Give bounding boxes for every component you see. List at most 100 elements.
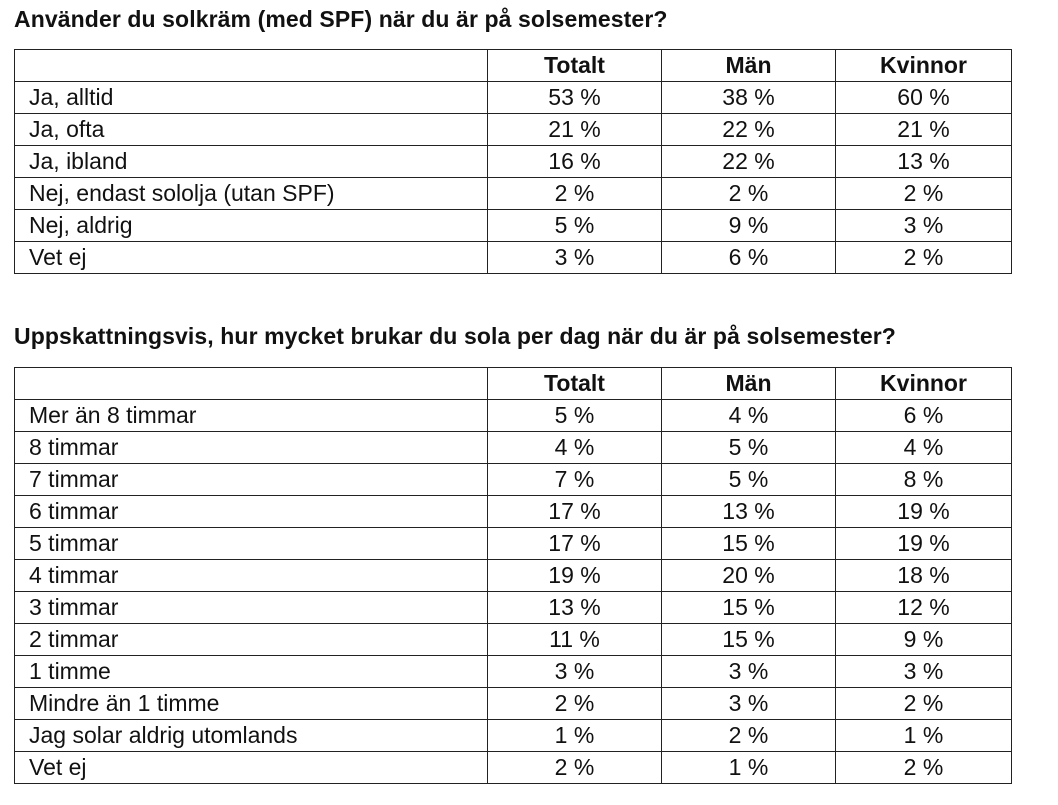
value-kvinnor: 21 % xyxy=(835,113,1012,146)
table-row: Vet ej 3 % 6 % 2 % xyxy=(14,241,1012,274)
value-totalt: 53 % xyxy=(487,81,662,114)
value-totalt: 21 % xyxy=(487,113,662,146)
value-totalt: 5 % xyxy=(487,209,662,242)
value-kvinnor: 9 % xyxy=(835,623,1012,656)
value-kvinnor: 2 % xyxy=(835,241,1012,274)
value-man: 15 % xyxy=(661,527,836,560)
value-kvinnor: 2 % xyxy=(835,177,1012,210)
table-row: Ja, alltid 53 % 38 % 60 % xyxy=(14,81,1012,114)
table-header: Totalt Män Kvinnor xyxy=(14,49,1012,82)
header-cell-label xyxy=(14,49,488,82)
row-label: 8 timmar xyxy=(14,431,488,464)
value-man: 1 % xyxy=(661,751,836,784)
header-cell-man: Män xyxy=(661,49,836,82)
table-header: Totalt Män Kvinnor xyxy=(14,367,1012,400)
header-cell-label xyxy=(14,367,488,400)
value-totalt: 17 % xyxy=(487,495,662,528)
table-row: 4 timmar 19 % 20 % 18 % xyxy=(14,559,1012,592)
value-kvinnor: 1 % xyxy=(835,719,1012,752)
header-cell-kvinnor: Kvinnor xyxy=(835,49,1012,82)
table-row: 8 timmar 4 % 5 % 4 % xyxy=(14,431,1012,464)
row-label: Nej, endast sololja (utan SPF) xyxy=(14,177,488,210)
table-row: Mindre än 1 timme 2 % 3 % 2 % xyxy=(14,687,1012,720)
value-totalt: 7 % xyxy=(487,463,662,496)
value-man: 13 % xyxy=(661,495,836,528)
table-row: Mer än 8 timmar 5 % 4 % 6 % xyxy=(14,399,1012,432)
value-kvinnor: 13 % xyxy=(835,145,1012,178)
value-man: 2 % xyxy=(661,177,836,210)
table-body: Ja, alltid 53 % 38 % 60 % Ja, ofta 21 % 22 % 21… xyxy=(14,81,1012,274)
value-man: 5 % xyxy=(661,431,836,464)
value-totalt: 4 % xyxy=(487,431,662,464)
value-man: 9 % xyxy=(661,209,836,242)
header-cell-totalt: Totalt xyxy=(487,49,662,82)
table-body: Mer än 8 timmar 5 % 4 % 6 % 8 timmar 4 % 5 % 4 … xyxy=(14,399,1012,784)
value-kvinnor: 19 % xyxy=(835,495,1012,528)
value-totalt: 3 % xyxy=(487,241,662,274)
value-kvinnor: 4 % xyxy=(835,431,1012,464)
question-heading-sunscreen: Använder du solkräm (med SPF) när du är … xyxy=(14,6,668,32)
value-kvinnor: 6 % xyxy=(835,399,1012,432)
table-row: 1 timme 3 % 3 % 3 % xyxy=(14,655,1012,688)
row-label: Vet ej xyxy=(14,241,488,274)
value-kvinnor: 8 % xyxy=(835,463,1012,496)
table-row: 3 timmar 13 % 15 % 12 % xyxy=(14,591,1012,624)
table-row: Vet ej 2 % 1 % 2 % xyxy=(14,751,1012,784)
row-label: 6 timmar xyxy=(14,495,488,528)
value-kvinnor: 3 % xyxy=(835,655,1012,688)
value-kvinnor: 18 % xyxy=(835,559,1012,592)
value-man: 4 % xyxy=(661,399,836,432)
value-man: 5 % xyxy=(661,463,836,496)
value-man: 6 % xyxy=(661,241,836,274)
table-row: 7 timmar 7 % 5 % 8 % xyxy=(14,463,1012,496)
table-row: 2 timmar 11 % 15 % 9 % xyxy=(14,623,1012,656)
row-label: Ja, ibland xyxy=(14,145,488,178)
table-row: Jag solar aldrig utomlands 1 % 2 % 1 % xyxy=(14,719,1012,752)
value-totalt: 11 % xyxy=(487,623,662,656)
table-row: Ja, ofta 21 % 22 % 21 % xyxy=(14,113,1012,146)
table-row: Nej, endast sololja (utan SPF) 2 % 2 % 2 % xyxy=(14,177,1012,210)
value-man: 22 % xyxy=(661,145,836,178)
row-label: Nej, aldrig xyxy=(14,209,488,242)
value-totalt: 2 % xyxy=(487,177,662,210)
table-row: Ja, ibland 16 % 22 % 13 % xyxy=(14,145,1012,178)
row-label: 2 timmar xyxy=(14,623,488,656)
header-cell-kvinnor: Kvinnor xyxy=(835,367,1012,400)
value-man: 20 % xyxy=(661,559,836,592)
sun-hours-table: Totalt Män Kvinnor Mer än 8 timmar 5 % 4 %… xyxy=(14,367,1012,784)
header-row: Totalt Män Kvinnor xyxy=(14,49,1012,82)
value-totalt: 3 % xyxy=(487,655,662,688)
row-label: 4 timmar xyxy=(14,559,488,592)
value-man: 15 % xyxy=(661,591,836,624)
header-row: Totalt Män Kvinnor xyxy=(14,367,1012,400)
value-man: 3 % xyxy=(661,687,836,720)
row-label: 1 timme xyxy=(14,655,488,688)
value-man: 2 % xyxy=(661,719,836,752)
value-totalt: 2 % xyxy=(487,687,662,720)
row-label: Jag solar aldrig utomlands xyxy=(14,719,488,752)
value-man: 3 % xyxy=(661,655,836,688)
value-totalt: 13 % xyxy=(487,591,662,624)
question-heading-sun-hours: Uppskattningsvis, hur mycket brukar du s… xyxy=(14,323,896,349)
value-man: 38 % xyxy=(661,81,836,114)
value-totalt: 1 % xyxy=(487,719,662,752)
value-totalt: 16 % xyxy=(487,145,662,178)
row-label: Mer än 8 timmar xyxy=(14,399,488,432)
table-row: 6 timmar 17 % 13 % 19 % xyxy=(14,495,1012,528)
header-cell-totalt: Totalt xyxy=(487,367,662,400)
value-kvinnor: 19 % xyxy=(835,527,1012,560)
value-kvinnor: 12 % xyxy=(835,591,1012,624)
value-kvinnor: 2 % xyxy=(835,687,1012,720)
row-label: Ja, alltid xyxy=(14,81,488,114)
table-row: Nej, aldrig 5 % 9 % 3 % xyxy=(14,209,1012,242)
value-kvinnor: 3 % xyxy=(835,209,1012,242)
row-label: 7 timmar xyxy=(14,463,488,496)
value-kvinnor: 2 % xyxy=(835,751,1012,784)
value-totalt: 19 % xyxy=(487,559,662,592)
value-man: 15 % xyxy=(661,623,836,656)
row-label: Ja, ofta xyxy=(14,113,488,146)
header-cell-man: Män xyxy=(661,367,836,400)
row-label: 3 timmar xyxy=(14,591,488,624)
table-row: 5 timmar 17 % 15 % 19 % xyxy=(14,527,1012,560)
value-kvinnor: 60 % xyxy=(835,81,1012,114)
